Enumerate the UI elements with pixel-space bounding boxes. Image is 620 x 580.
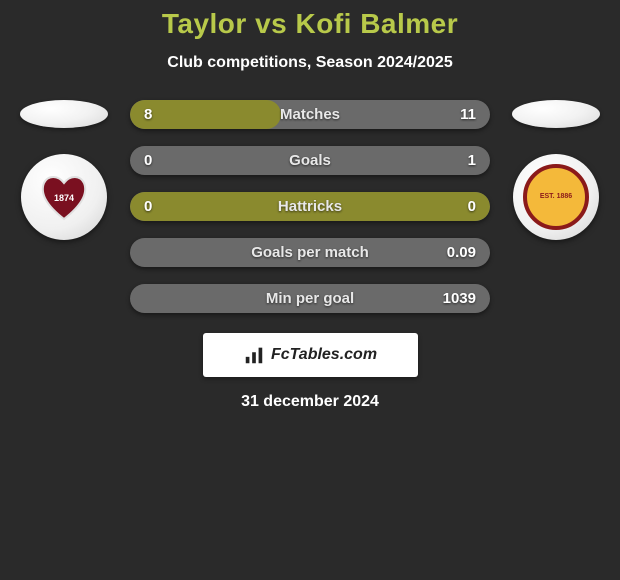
comparison-row: 1874 8Matches110Goals10Hattricks0Goals p…	[0, 100, 620, 313]
round-crest-bottom-text: EST. 1886	[540, 193, 572, 201]
heart-year: 1874	[54, 193, 74, 203]
bar-chart-icon	[243, 344, 265, 366]
subtitle: Club competitions, Season 2024/2025	[0, 54, 620, 72]
stat-bar: Goals per match0.09	[130, 238, 490, 267]
stat-right-value: 1039	[443, 284, 476, 313]
stat-right-value: 0	[468, 192, 476, 221]
comparison-infographic: Taylor vs Kofi Balmer Club competitions,…	[0, 0, 620, 411]
left-player-col: 1874	[14, 100, 114, 240]
stat-right-value: 0.09	[447, 238, 476, 267]
date-text: 31 december 2024	[0, 393, 620, 411]
left-club-crest: 1874	[21, 154, 107, 240]
stat-right-value: 1	[468, 146, 476, 175]
right-player-col: EST. 1886	[506, 100, 606, 240]
round-crest-icon: EST. 1886	[523, 164, 589, 230]
brand-text: FcTables.com	[271, 346, 377, 364]
stat-bars: 8Matches110Goals10Hattricks0Goals per ma…	[130, 100, 490, 313]
stat-label: Goals	[130, 146, 490, 175]
stat-label: Goals per match	[130, 238, 490, 267]
stat-label: Matches	[130, 100, 490, 129]
brand-box: FcTables.com	[203, 333, 418, 377]
stat-bar: Min per goal1039	[130, 284, 490, 313]
stat-label: Min per goal	[130, 284, 490, 313]
page-title: Taylor vs Kofi Balmer	[0, 8, 620, 40]
right-club-crest: EST. 1886	[513, 154, 599, 240]
stat-label: Hattricks	[130, 192, 490, 221]
stat-bar: 0Hattricks0	[130, 192, 490, 221]
heart-crest-icon: 1874	[36, 169, 92, 225]
right-player-oval	[512, 100, 600, 128]
stat-bar: 0Goals1	[130, 146, 490, 175]
left-player-oval	[20, 100, 108, 128]
stat-bar: 8Matches11	[130, 100, 490, 129]
stat-right-value: 11	[460, 100, 476, 129]
